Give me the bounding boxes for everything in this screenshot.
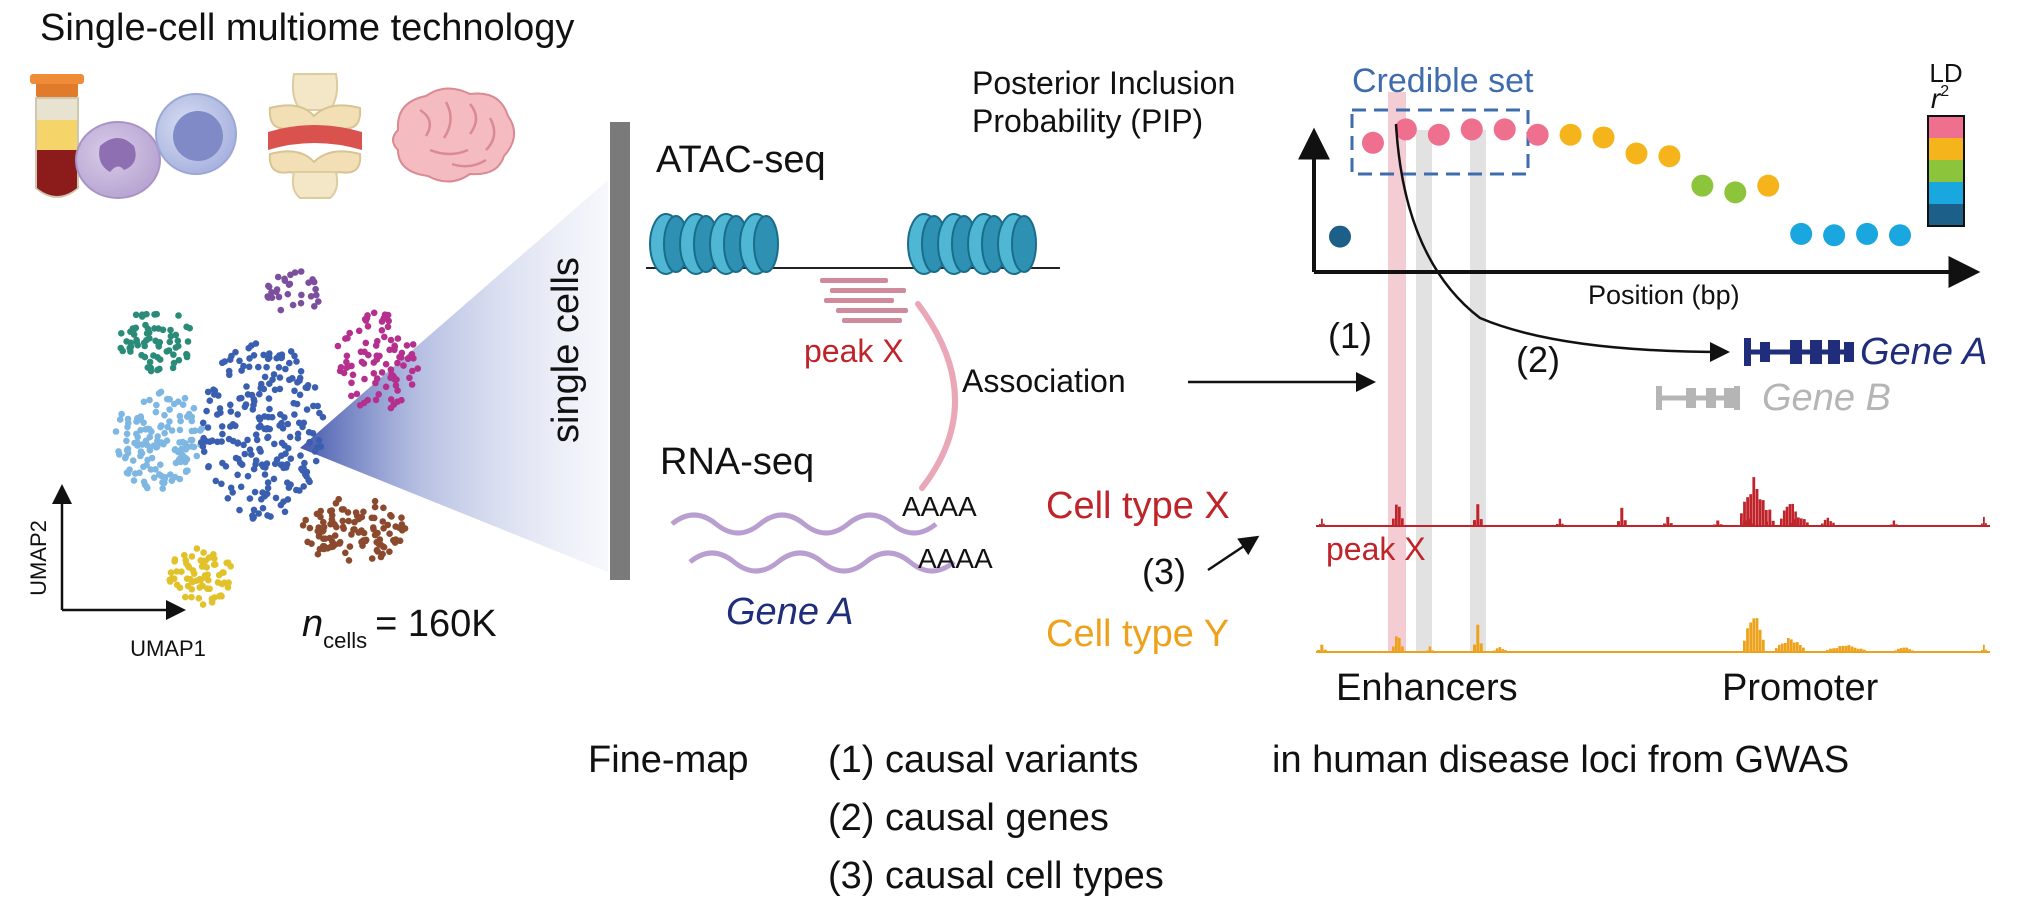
polyA-tail-2: AAAA [918,543,993,574]
gene-a-label: Gene A [1860,331,1987,373]
single-cells-bar [610,122,630,580]
peak-gene-link [915,301,958,491]
gene-a-model [1744,338,1854,366]
ld-r-label: r2 [1931,83,1949,114]
pip-point [1329,225,1351,248]
ncells-label: ncells = 160K [302,603,497,653]
ld-swatch [1928,204,1964,226]
finemap-item-3: (3) causal cell types [828,855,1164,897]
pip-point [1361,131,1384,154]
pip-point [1790,222,1813,245]
umap-scatter [112,268,422,608]
enhancers-label: Enhancers [1336,667,1518,709]
rna-gene-label: Gene A [726,591,853,633]
pip-point [1394,118,1417,141]
gene-link-arrow [1394,123,1730,362]
cell-type-y-label: Cell type Y [1046,613,1229,655]
atac-peak-label: peak X [804,333,904,369]
pip-point [1889,224,1911,247]
pip-point [1757,174,1780,197]
finemap-prefix: Fine-map [588,739,749,781]
nucleosome-group [649,213,1037,275]
blood-tube-icon [30,74,84,198]
variant-highlight-3 [1470,130,1486,652]
ld-swatch [1928,138,1964,160]
marker-3: (3) [1142,551,1186,592]
pip-point [1658,145,1681,168]
cell-type-x-track [1316,477,1990,527]
pip-point [1625,142,1648,165]
pip-point [1427,123,1450,146]
nucleosome [739,213,779,275]
pip-point [1856,222,1879,245]
pip-point [1724,181,1747,204]
cell-type-x-label: Cell type X [1046,485,1230,527]
ld-swatch [1928,160,1964,182]
umap-axes [52,484,186,620]
finemap-suffix: in human disease loci from GWAS [1272,739,1849,781]
lymphocyte-icon [155,93,237,175]
pip-point [1592,126,1615,149]
polyA-tail-1: AAAA [902,491,977,522]
ld-color-scale [1927,115,1965,227]
monocyte-icon [75,121,161,199]
causal-variant-highlight [1388,92,1406,652]
rna-title: RNA-seq [660,441,814,483]
pip-ylabel-line1: Posterior Inclusion [972,65,1235,101]
cell-type-arrow [1207,535,1260,572]
mrna-transcript-2 [688,550,956,574]
umap-y-label: UMAP2 [26,520,51,596]
ld-swatch [1928,116,1964,138]
pip-point [1691,174,1714,197]
ld-label: LD [1929,58,1962,88]
promoter-label: Promoter [1722,667,1879,709]
credible-set-box [1350,108,1530,176]
pip-point [1823,224,1846,247]
gene-b-model [1656,386,1740,410]
gene-b-label: Gene B [1762,377,1891,419]
brain-icon [392,87,515,183]
cell-type-y-track [1316,618,1990,653]
atac-reads [820,278,908,323]
single-cells-label: single cells [545,257,587,443]
ld-scale-border [1927,115,1965,227]
track-peak-label: peak X [1326,531,1426,567]
nucleosome [997,213,1037,275]
marker-1: (1) [1328,315,1372,356]
mrna-transcript-1 [670,512,938,536]
credible-set-label: Credible set [1352,62,1534,100]
pip-point [1493,118,1516,141]
atac-title: ATAC-seq [656,139,826,181]
zoom-cone [300,180,608,572]
pip-point [1526,123,1549,146]
finemap-item-2: (2) causal genes [828,797,1109,839]
finemap-item-1: (1) causal variants [828,739,1138,781]
umap-x-label: UMAP1 [130,636,206,661]
joint-icon [268,73,362,199]
figure-title: Single-cell multiome technology [40,7,574,49]
pip-points [1329,118,1911,248]
variant-highlight-2 [1416,130,1432,652]
ld-swatch [1928,182,1964,204]
pip-ylabel-line2: Probability (PIP) [972,103,1203,139]
pip-point [1559,123,1582,146]
pip-xlabel: Position (bp) [1588,280,1740,310]
marker-2: (2) [1516,339,1560,380]
pip-axes [1298,127,1981,288]
pip-point [1460,118,1483,141]
association-label: Association [962,363,1126,399]
